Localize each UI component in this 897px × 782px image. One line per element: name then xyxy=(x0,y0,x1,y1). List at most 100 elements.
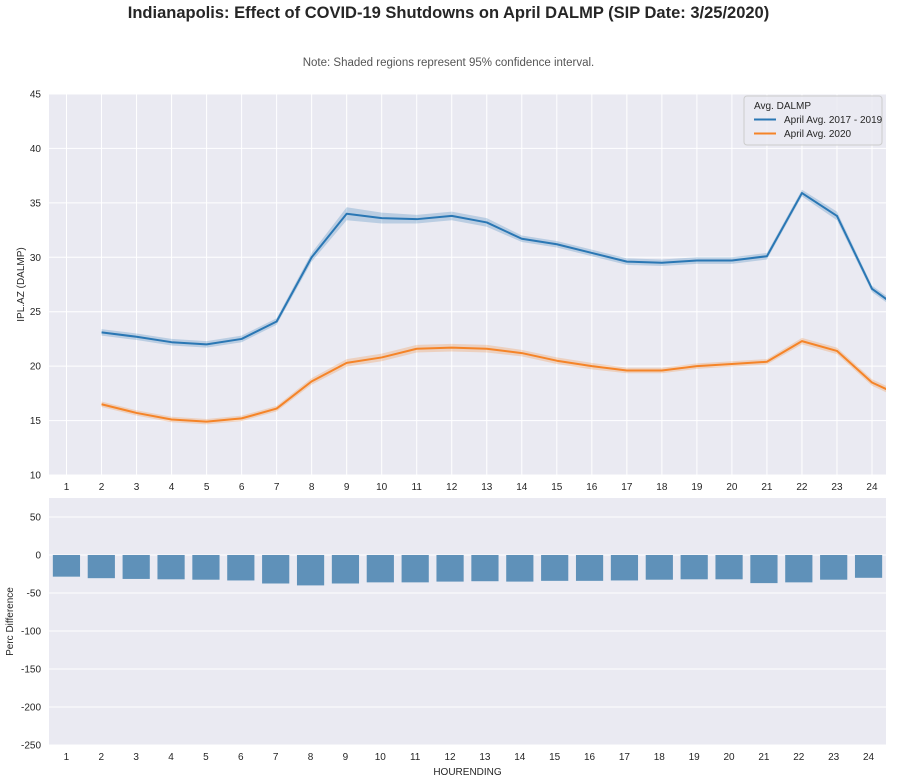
bar-11 xyxy=(401,555,429,583)
bar-3 xyxy=(122,555,150,579)
x-tick-label: 19 xyxy=(691,482,703,493)
x-tick-label: 5 xyxy=(203,752,209,763)
x-tick-label: 14 xyxy=(516,482,528,493)
y-tick-label: 50 xyxy=(30,513,42,524)
x-tick-label: 13 xyxy=(481,482,493,493)
x-tick-label: 3 xyxy=(133,752,139,763)
x-tick-label: 11 xyxy=(412,482,423,493)
x-tick-label: 12 xyxy=(446,482,458,493)
x-tick-label: 11 xyxy=(410,752,421,763)
bar-23 xyxy=(820,555,848,580)
x-tick-label: 5 xyxy=(204,482,210,493)
x-tick-label: 23 xyxy=(831,482,843,493)
x-tick-label: 24 xyxy=(866,482,878,493)
bar-20 xyxy=(715,555,743,580)
bar-6 xyxy=(227,555,255,581)
x-tick-label: 6 xyxy=(239,482,245,493)
bar-series xyxy=(52,555,883,586)
x-tick-label: 21 xyxy=(758,752,770,763)
bar-14 xyxy=(506,555,534,582)
y-tick-label: -50 xyxy=(27,589,42,600)
bar-chart-gridlines xyxy=(49,516,886,746)
x-tick-label: 7 xyxy=(273,752,279,763)
x-tick-label: 9 xyxy=(344,482,350,493)
bar-10 xyxy=(366,555,394,583)
y-tick-label: 10 xyxy=(30,471,42,482)
x-tick-label: 16 xyxy=(586,482,598,493)
bar-5 xyxy=(192,555,220,580)
y-tick-label: 20 xyxy=(30,362,42,373)
x-tick-label: 21 xyxy=(761,482,773,493)
x-tick-label: 24 xyxy=(863,752,875,763)
x-tick-label: 22 xyxy=(793,752,805,763)
x-tick-label: 4 xyxy=(168,752,174,763)
y-tick-label: 45 xyxy=(30,90,42,101)
x-tick-label: 4 xyxy=(169,482,175,493)
x-tick-label: 8 xyxy=(308,752,314,763)
y-tick-label: 25 xyxy=(30,307,42,318)
y-tick-label: 40 xyxy=(30,144,42,155)
x-tick-label: 13 xyxy=(479,752,491,763)
bar-7 xyxy=(262,555,290,584)
bar-8 xyxy=(296,555,325,586)
legend-title: Avg. DALMP xyxy=(754,101,811,112)
line-chart-y-axis-label: IPL.AZ (DALMP) xyxy=(16,247,27,321)
legend-entries: April Avg. 2017 - 2019 April Avg. 2020 xyxy=(754,115,883,140)
x-tick-label: 19 xyxy=(689,752,701,763)
bar-15 xyxy=(541,555,569,581)
x-tick-label: 2 xyxy=(99,482,105,493)
bar-12 xyxy=(436,555,464,582)
legend-label-2: April Avg. 2020 xyxy=(784,129,852,140)
x-tick-label: 22 xyxy=(796,482,808,493)
figure-title: Indianapolis: Effect of COVID-19 Shutdow… xyxy=(127,4,770,22)
x-tick-label: 20 xyxy=(726,482,738,493)
line-chart-y-ticks: 10 15 20 25 30 35 40 45 xyxy=(30,90,42,482)
y-tick-label: -150 xyxy=(21,665,41,676)
x-tick-label: 10 xyxy=(376,482,388,493)
bar-17 xyxy=(610,555,639,581)
bar-4 xyxy=(157,555,185,580)
bar-22 xyxy=(785,555,813,583)
legend-box xyxy=(743,95,883,146)
x-tick-label: 17 xyxy=(619,752,631,763)
bar-16 xyxy=(575,555,604,581)
y-tick-label: -250 xyxy=(21,741,41,752)
x-tick-label: 2 xyxy=(99,752,105,763)
x-tick-label: 23 xyxy=(828,752,840,763)
bar-9 xyxy=(331,555,360,584)
x-tick-label: 8 xyxy=(309,482,315,493)
y-tick-label: -100 xyxy=(21,627,41,638)
bar-2 xyxy=(87,555,115,579)
x-tick-label: 6 xyxy=(238,752,244,763)
figure-subtitle: Note: Shaded regions represent 95% confi… xyxy=(302,57,595,69)
x-tick-label: 1 xyxy=(64,482,70,493)
x-tick-label: 16 xyxy=(584,752,596,763)
bar-chart-y-axis-label: Perc Difference xyxy=(5,587,16,656)
bar-chart-x-ticks: 1 2 3 4 5 6 7 8 9 10 11 12 13 14 15 16 17 18 19 20 21 22 23 24 xyxy=(64,752,875,763)
x-tick-label: 20 xyxy=(724,752,736,763)
bar-1 xyxy=(52,555,81,577)
bar-chart-y-ticks: -250 -200 -150 -100 -50 0 50 xyxy=(21,513,41,752)
x-tick-label: 1 xyxy=(64,752,70,763)
x-tick-label: 15 xyxy=(549,752,561,763)
x-tick-label: 10 xyxy=(375,752,387,763)
series-line-1 xyxy=(101,192,886,346)
y-tick-label: 0 xyxy=(35,551,41,562)
y-tick-label: -200 xyxy=(21,703,41,714)
bar-chart-x-axis-label: HOURENDING xyxy=(433,767,502,778)
bar-24 xyxy=(854,555,883,578)
bar-chart-plot-area xyxy=(49,498,886,745)
bar-19 xyxy=(680,555,708,580)
x-tick-label: 3 xyxy=(134,482,140,493)
y-tick-label: 35 xyxy=(30,198,42,209)
x-tick-label: 7 xyxy=(274,482,280,493)
line-chart-x-ticks: 1 2 3 4 5 6 7 8 9 10 11 12 13 14 15 16 17 18 19 20 21 22 23 24 xyxy=(64,482,878,493)
bar-18 xyxy=(645,555,673,580)
y-tick-label: 30 xyxy=(30,253,42,264)
x-tick-label: 14 xyxy=(514,752,526,763)
bar-21 xyxy=(750,555,778,584)
